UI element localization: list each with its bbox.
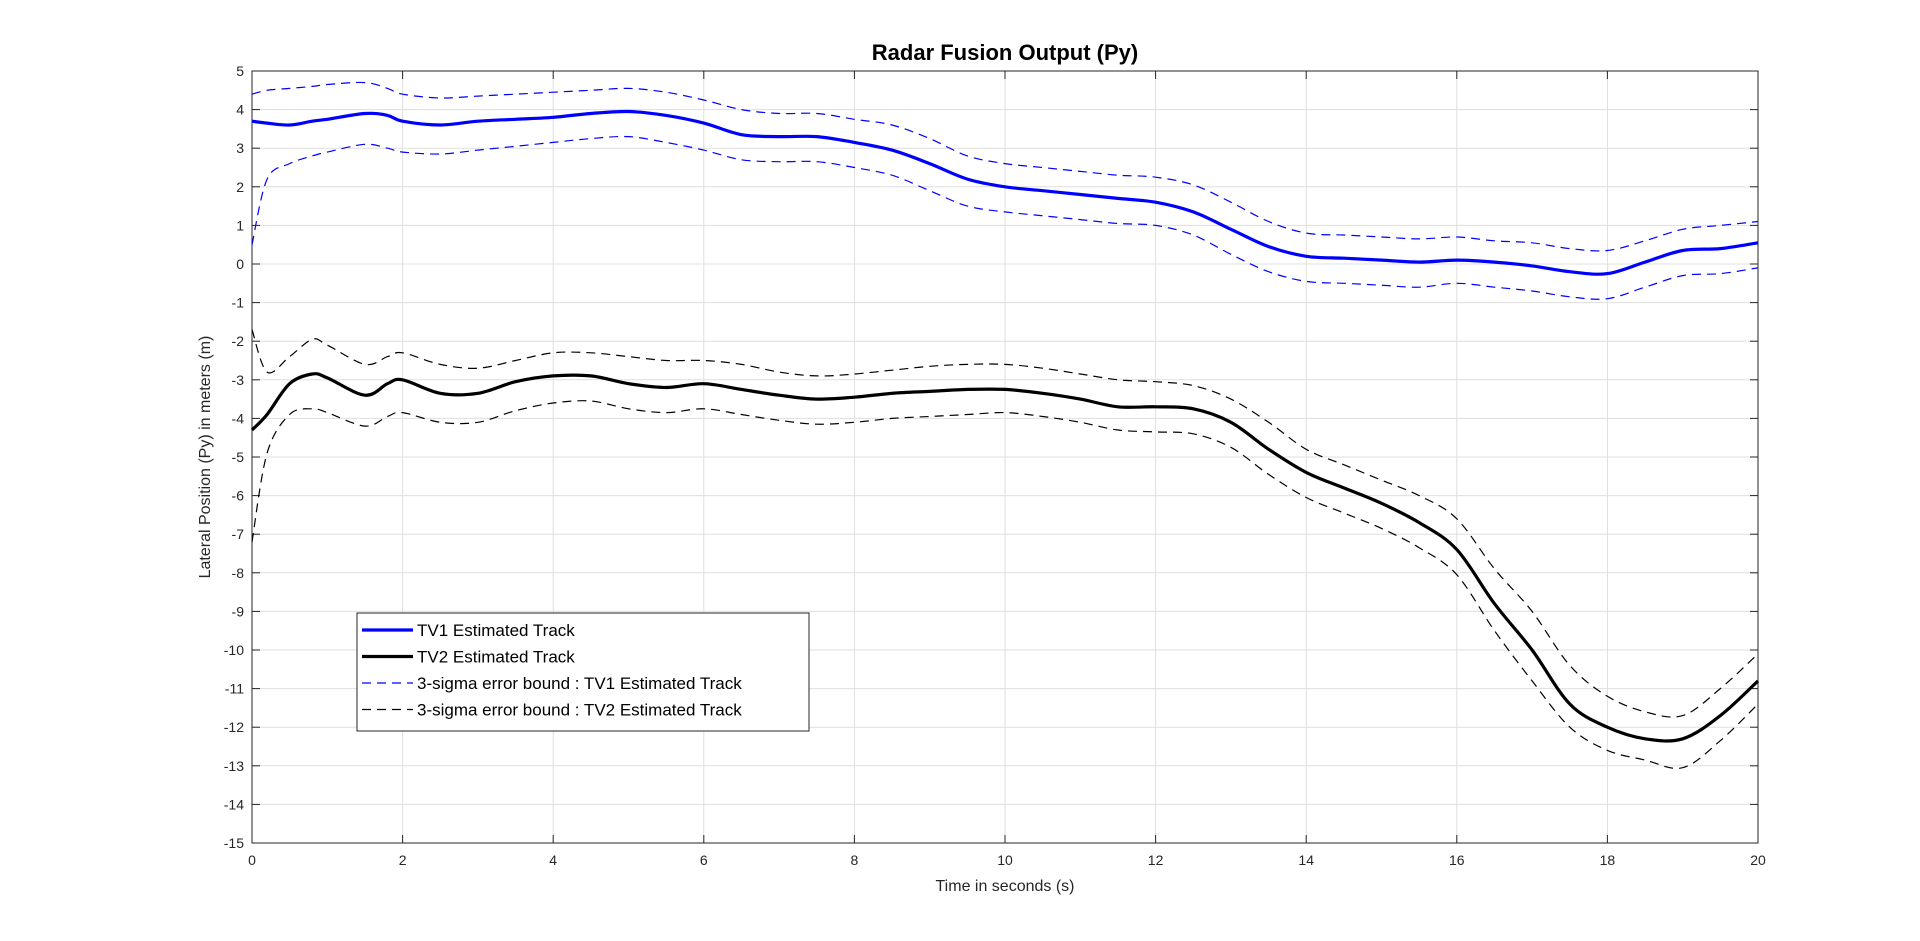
legend-entry-label: 3-sigma error bound : TV1 Estimated Trac… (417, 674, 742, 693)
axis-ticks: 0 2 4 6 8 10 12 14 16 18 20543210-1-2-3-4-5-6-7-8-… (224, 63, 1766, 868)
x-axis-label: Time in seconds (s) (936, 878, 1075, 895)
legend-entry-label: TV2 Estimated Track (417, 648, 575, 667)
y-tick-label: 3 (236, 140, 244, 156)
x-tick-label: 0 (248, 852, 256, 868)
y-tick-label: 1 (236, 217, 244, 233)
x-tick-label: 8 (851, 852, 859, 868)
y-tick-label: 4 (236, 102, 244, 118)
legend-entry-label: TV1 Estimated Track (417, 621, 575, 640)
y-tick-label: -9 (232, 603, 245, 619)
y-tick-label: 5 (236, 63, 244, 79)
x-tick-label: 2 (399, 852, 407, 868)
y-tick-label: -14 (224, 796, 244, 812)
x-tick-label: 6 (700, 852, 708, 868)
series-line-3 (251, 135, 1759, 300)
x-tick-label: 4 (549, 852, 557, 868)
y-tick-label: -13 (224, 758, 244, 774)
legend-entry-label: 3-sigma error bound : TV2 Estimated Trac… (417, 701, 742, 720)
y-tick-label: 0 (236, 256, 244, 272)
series-line-2 (251, 81, 1759, 252)
y-tick-label: -10 (224, 642, 244, 658)
series-line-4 (251, 329, 1759, 718)
y-tick-label: 2 (236, 179, 244, 195)
series-line-5 (251, 400, 1759, 770)
legend: TV1 Estimated Track TV2 Estimated Track 3-… (356, 612, 810, 732)
y-tick-label: -1 (232, 295, 245, 311)
series-line-1 (250, 372, 1760, 743)
chart-title: Radar Fusion Output (Py) (872, 40, 1138, 65)
y-tick-label: -6 (232, 488, 245, 504)
y-tick-label: -15 (224, 835, 244, 851)
y-tick-label: -5 (232, 449, 245, 465)
y-axis-label: Lateral Position (Py) in meters (m) (197, 336, 214, 579)
y-tick-label: -8 (232, 565, 245, 581)
series-group (250, 81, 1760, 770)
y-tick-label: -4 (232, 410, 245, 426)
series-line-0 (251, 109, 1759, 276)
x-tick-label: 18 (1600, 852, 1616, 868)
x-tick-label: 20 (1750, 852, 1766, 868)
y-tick-label: -2 (232, 333, 245, 349)
y-tick-label: -12 (224, 719, 244, 735)
x-tick-label: 12 (1148, 852, 1164, 868)
x-tick-label: 10 (997, 852, 1013, 868)
x-tick-label: 16 (1449, 852, 1465, 868)
y-tick-label: -11 (225, 681, 244, 697)
x-tick-label: 14 (1298, 852, 1314, 868)
legend-box (356, 612, 810, 732)
y-tick-label: -3 (232, 372, 245, 388)
y-tick-label: -7 (232, 526, 245, 542)
